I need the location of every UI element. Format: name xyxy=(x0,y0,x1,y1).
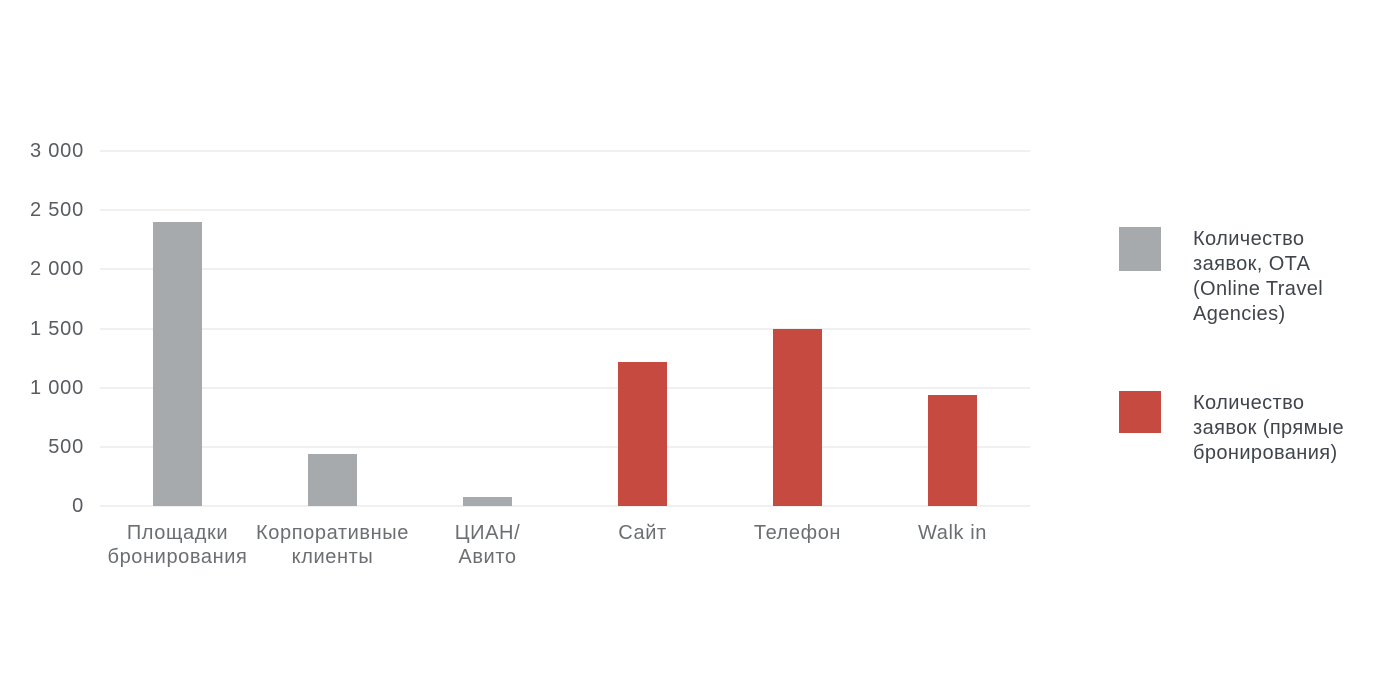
gridline-y-3000 xyxy=(100,150,1030,152)
y-tick-label-1500: 1 500 xyxy=(29,317,84,340)
bar-Корпоративные клиенты xyxy=(308,453,357,506)
gridline-y-2000 xyxy=(100,268,1030,271)
x-category-label-Площадки бронирования: Площадки бронирования xyxy=(78,521,278,569)
y-tick-label-1000: 1 000 xyxy=(29,376,84,399)
y-tick-label-2000: 2 000 xyxy=(29,258,84,281)
bar-Walk in xyxy=(928,394,977,506)
x-category-label-Корпоративные клиенты: Корпоративные клиенты xyxy=(233,521,433,569)
gridline-y-500 xyxy=(100,445,1030,448)
chart-plot-area xyxy=(100,150,1030,507)
bar-Телефон xyxy=(773,328,822,506)
legend-label-line: Количество xyxy=(1193,228,1305,250)
legend-label-line: заявок, ОТА xyxy=(1193,253,1311,275)
legend-swatch-ota xyxy=(1119,227,1161,271)
legend-item-ota: Количество заявок, ОТА (Online Travel Agenc… xyxy=(1119,227,1373,327)
legend-item-direct: Количество заявок (прямые бронирования) xyxy=(1119,391,1373,466)
x-category-label-Walk in: Walk in xyxy=(853,521,1053,545)
gridline-y-1000 xyxy=(100,386,1030,389)
y-tick-label-2500: 2 500 xyxy=(29,199,84,222)
x-category-label-line: Walk in xyxy=(917,522,988,544)
y-tick-label-500: 500 xyxy=(48,435,84,458)
legend-label-direct: Количество заявок (прямые бронирования) xyxy=(1193,391,1373,466)
bar-ЦИАН/Авито xyxy=(463,496,512,506)
legend-label-line: бронирования) xyxy=(1193,442,1338,464)
legend-label-line: (Online Travel xyxy=(1193,278,1324,300)
x-category-label-line: Телефон xyxy=(753,522,842,544)
gridline-y-0 xyxy=(100,505,1030,507)
x-category-label-line: клиенты xyxy=(291,546,374,568)
y-tick-label-0: 0 xyxy=(72,495,84,517)
x-category-label-ЦИАН/Авито: ЦИАН/Авито xyxy=(388,521,588,569)
legend-label-line: Количество xyxy=(1193,392,1305,414)
x-category-label-line: Сайт xyxy=(618,522,667,544)
legend-label-ota: Количество заявок, ОТА (Online Travel Agenc… xyxy=(1193,227,1373,327)
x-category-label-Сайт: Сайт xyxy=(543,521,743,545)
x-category-label-line: бронирования xyxy=(107,546,248,568)
bar-Площадки бронирования xyxy=(153,222,202,506)
x-category-label-line: Корпоративные xyxy=(256,522,409,544)
bar-Сайт xyxy=(618,361,667,506)
y-tick-label-3000: 3 000 xyxy=(29,140,84,162)
legend-label-line: заявок (прямые xyxy=(1193,417,1345,439)
gridline-y-1500 xyxy=(100,327,1030,330)
legend-label-line: Agencies) xyxy=(1193,303,1286,325)
x-category-label-line: ЦИАН/ xyxy=(454,522,521,544)
x-category-label-Телефон: Телефон xyxy=(698,521,898,545)
y-axis-tick-labels: 0 500 1 000 1 500 2 000 2 500 3 000 xyxy=(0,0,84,700)
x-category-label-line: Площадки xyxy=(126,522,229,544)
legend-swatch-direct xyxy=(1119,391,1161,433)
x-category-label-line: Авито xyxy=(458,546,517,568)
gridline-y-2500 xyxy=(100,209,1030,212)
